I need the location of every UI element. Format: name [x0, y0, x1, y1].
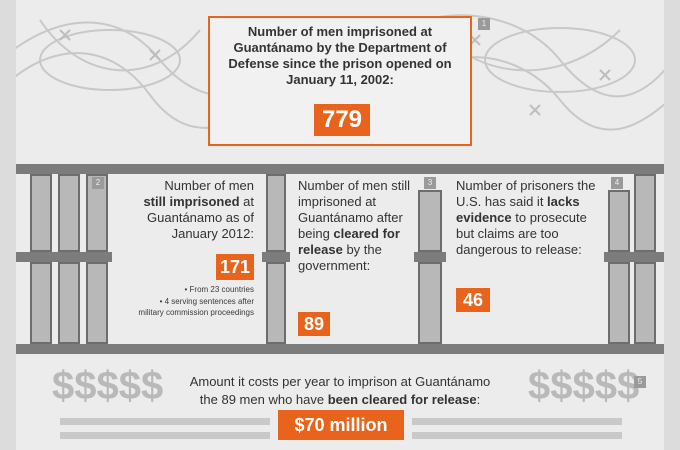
badge-2: 2 — [92, 177, 104, 189]
bar-slat — [30, 174, 52, 252]
box4-text: Number of prisoners the U.S. has said it… — [456, 178, 598, 258]
bar-slat — [86, 174, 108, 252]
stripe — [412, 418, 622, 425]
right-edge — [664, 0, 680, 450]
badge-3: 3 — [424, 177, 436, 189]
box2-line3: at Guantánamo as of January 2012: — [147, 194, 254, 241]
box2-bullet2: • 4 serving sentences after military com… — [138, 297, 254, 317]
box2-text: Number of men still imprisoned at Guantá… — [114, 178, 254, 242]
box2-value: 171 — [216, 254, 254, 280]
stat-box-still-imprisoned: Number of men still imprisoned at Guantá… — [112, 174, 262, 344]
box4-text1: Number of prisoners the U.S. has said it — [456, 178, 596, 209]
box3-value: 89 — [298, 312, 330, 336]
bar-slat — [58, 262, 80, 344]
bar-slat — [608, 190, 630, 252]
box2-line1: Number of men — [164, 178, 254, 193]
box4-value: 46 — [456, 288, 490, 312]
box3-text1: Number of men still imprisoned at Guantá… — [298, 178, 410, 241]
stat-box-lacks-evidence: Number of prisoners the U.S. has said it… — [446, 174, 604, 344]
badge-4: 4 — [611, 177, 623, 189]
bar-slat — [266, 262, 286, 344]
box3-text: Number of men still imprisoned at Guantá… — [298, 178, 410, 274]
bottom-line1: Amount it costs per year to imprison at … — [189, 374, 491, 389]
bottom-line2a: the 89 men who have — [199, 392, 328, 407]
bottom-line2b: : — [476, 392, 481, 407]
badge-1: 1 — [478, 18, 490, 30]
box4-text2: to prosecute but claims are too dangerou… — [456, 210, 587, 257]
stripe — [60, 432, 270, 439]
bottom-value: $70 million — [278, 410, 404, 440]
badge-5: 5 — [634, 376, 646, 388]
bar-slat — [86, 262, 108, 344]
bar-slat — [418, 262, 442, 344]
box2-bullet1: • From 23 countries — [184, 285, 255, 294]
stripe — [412, 432, 622, 439]
bar-slat — [608, 262, 630, 344]
box2-strong: still imprisoned — [143, 194, 240, 209]
bars-bottom-rail — [16, 344, 664, 354]
bar-slat — [634, 174, 656, 252]
box3-text2: by the government: — [298, 242, 382, 273]
bar-slat — [266, 174, 286, 252]
box3-strong: cleared for release — [298, 226, 400, 257]
box4-strong: lacks evidence — [456, 194, 580, 225]
dollar-signs-right: $$$$$ — [528, 364, 640, 408]
dollar-signs-left: $$$$$ — [52, 364, 164, 408]
bars-top-rail — [16, 164, 664, 174]
bottom-line2: the 89 men who have been cleared for rel… — [160, 392, 520, 408]
bottom-strong: been cleared for release — [327, 392, 477, 407]
bar-slat — [30, 262, 52, 344]
bar-slat — [58, 174, 80, 252]
bar-slat — [634, 262, 656, 344]
stripe — [60, 418, 270, 425]
bar-slat — [418, 190, 442, 252]
stat-box-cleared-for-release: Number of men still imprisoned at Guantá… — [290, 174, 414, 344]
top-stat-value: 779 — [314, 104, 370, 136]
top-stat-box: Number of men imprisoned at Guantánamo b… — [208, 16, 472, 146]
left-edge — [0, 0, 16, 450]
top-stat-title: Number of men imprisoned at Guantánamo b… — [228, 24, 452, 87]
